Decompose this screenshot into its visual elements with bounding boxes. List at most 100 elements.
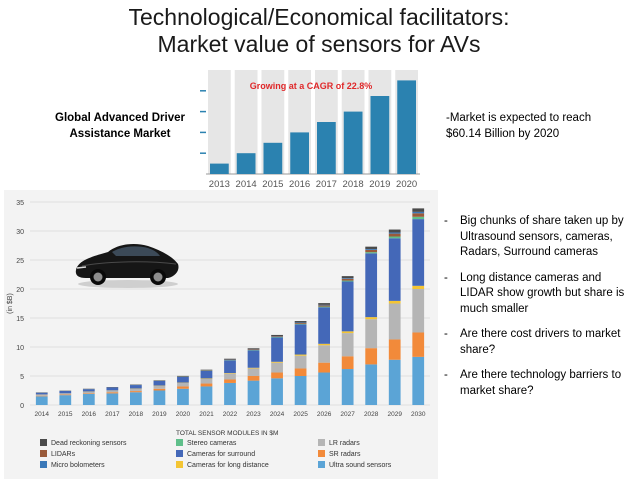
chart2-bar-segment	[177, 382, 189, 387]
chart2-x-tick-label: 2019	[152, 411, 167, 418]
chart2-bar-segment	[365, 249, 378, 253]
car-image	[75, 244, 179, 288]
chart2-legend-swatch	[176, 450, 183, 457]
chart1-bar	[370, 96, 390, 174]
chart2-legend-swatch	[318, 439, 325, 446]
chart2-bar-segment	[130, 385, 142, 389]
chart2-bar-segment	[412, 219, 425, 286]
chart2-bar-segment	[130, 392, 142, 405]
bullet-item: - Are there technology barriers to market…	[444, 368, 634, 399]
chart2-bar-segment	[130, 388, 142, 392]
chart2-bar-segment	[388, 303, 401, 340]
chart2-y-tick-label: 0	[20, 403, 24, 410]
chart2-bar-segment	[247, 376, 260, 381]
chart2-bar-segment	[247, 367, 260, 369]
chart1-x-tick-label: 2017	[316, 179, 337, 190]
chart2-x-tick-label: 2027	[340, 411, 355, 418]
chart2-bar-segment	[318, 307, 330, 344]
chart1-column-band	[234, 70, 258, 174]
chart2-y-tick-label: 35	[16, 200, 24, 207]
chart2-bar-segment	[412, 211, 425, 214]
slide-title: Technological/Economical facilitators: M…	[0, 4, 638, 58]
adas-note-line-2: $60.14 Billion by 2020	[446, 128, 560, 140]
chart2-bar-segment	[318, 345, 330, 363]
bullet-dash: -	[444, 369, 448, 381]
chart2-x-tick-label: 2026	[317, 411, 332, 418]
chart2-legend-swatch	[40, 439, 47, 446]
adas-cagr-chart: 2013 2014 2015 2016 2017 2018 2019 2020 Growing …	[186, 62, 426, 192]
chart2-bar-segment	[35, 392, 48, 395]
adas-label-line-2: Assistance Market	[69, 128, 171, 140]
chart2-x-tick-label: 2020	[176, 411, 191, 418]
chart2-bar-segment	[35, 395, 48, 397]
chart2-x-tick-label: 2028	[364, 411, 379, 418]
chart2-bar-segment	[271, 361, 283, 363]
chart2-bar-segment	[412, 289, 425, 333]
chart2-bar-segment	[341, 278, 354, 279]
chart2-legend-swatch	[40, 461, 47, 468]
chart1-x-tick-label: 2013	[209, 179, 230, 190]
chart2-bar-segment	[365, 252, 378, 254]
title-line-2: Market value of sensors for AVs	[157, 31, 481, 57]
chart2-bar-segment	[318, 304, 330, 306]
chart2-x-tick-label: 2024	[270, 411, 285, 418]
chart2-bar-segment	[271, 336, 283, 337]
bullet-item: - Big chunks of share taken up by Ultraso…	[444, 214, 634, 261]
chart2-y-tick-label: 15	[16, 316, 24, 323]
chart2-y-axis-label: (in $B)	[7, 293, 14, 314]
chart2-bar-segment	[59, 394, 72, 396]
chart2-bar-segment	[200, 386, 213, 405]
chart2-bar-segment	[412, 208, 425, 212]
chart2-bar-segment	[224, 358, 236, 360]
chart2-x-tick-label: 2022	[223, 411, 238, 418]
chart2-bar-segment	[341, 331, 354, 334]
chart2-legend-swatch	[40, 450, 47, 457]
chart2-bar-segment	[224, 382, 236, 405]
adas-market-note: -Market is expected to reach $60.14 Bill…	[446, 110, 636, 142]
chart2-legend-swatch	[176, 461, 183, 468]
chart1-bar	[397, 80, 416, 174]
chart2-bar-segment	[294, 354, 307, 356]
chart2-x-tick-label: 2014	[35, 411, 50, 418]
chart2-x-tick-label: 2017	[105, 411, 120, 418]
chart2-bar-segment	[412, 216, 425, 220]
chart1-column-band	[208, 70, 231, 174]
chart2-bar-segment	[294, 355, 307, 369]
chart2-bar-segment	[224, 379, 236, 383]
chart2-y-tick-label: 30	[16, 229, 24, 236]
chart2-bar-segment	[177, 376, 189, 383]
chart1-bar	[290, 132, 309, 174]
chart2-bar-segment	[271, 337, 283, 362]
chart2-bar-segment	[388, 238, 401, 301]
chart1-title: Growing at a CAGR of 22.8%	[250, 81, 373, 91]
chart2-bar-segment	[365, 319, 378, 349]
chart2-bar-segment	[200, 370, 213, 379]
chart2-legend-label: Stereo cameras	[187, 440, 237, 447]
chart2-bar-segment	[341, 333, 354, 357]
chart2-bar-segment	[388, 339, 401, 360]
chart2-bar-segment	[318, 305, 330, 307]
adas-note-line-1: -Market is expected to reach	[446, 112, 592, 124]
chart2-bar-segment	[388, 229, 401, 233]
chart2-bar-segment	[365, 348, 378, 365]
chart1-bar	[210, 163, 229, 174]
chart2-bar-segment	[341, 278, 354, 281]
chart2-legend-swatch	[318, 461, 325, 468]
bullet-item: - Long distance cameras and LIDAR show gr…	[444, 271, 634, 318]
chart1-x-tick-label: 2014	[236, 179, 257, 190]
chart1-x-tick-label: 2019	[369, 179, 390, 190]
bullet-list: - Big chunks of share taken up by Ultraso…	[444, 214, 634, 409]
chart2-bar-segment	[318, 306, 330, 308]
chart2-bar-segment	[365, 248, 378, 250]
chart2-bar-segment	[177, 388, 189, 405]
chart2-bar-segment	[271, 334, 283, 337]
chart2-bar-segment	[341, 356, 354, 370]
chart2-bar-segment	[318, 372, 330, 405]
bullet-item: - Are there cost drivers to market share?	[444, 327, 634, 358]
chart2-legend-label: LIDARs	[51, 451, 76, 458]
chart2-bar-segment	[59, 393, 72, 395]
bullet-dash: -	[444, 215, 448, 227]
title-line-1: Technological/Economical facilitators:	[128, 4, 510, 30]
chart2-bar-segment	[271, 362, 283, 373]
